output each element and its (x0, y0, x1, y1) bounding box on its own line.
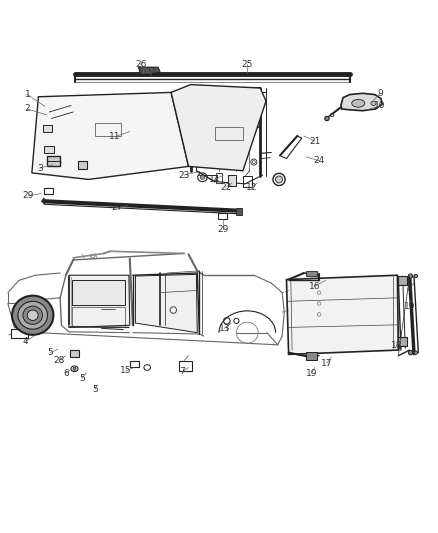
Text: 26: 26 (135, 60, 146, 69)
Bar (306, 271, 317, 276)
Ellipse shape (414, 351, 417, 354)
Ellipse shape (73, 367, 76, 370)
Text: 8: 8 (407, 284, 413, 293)
Polygon shape (42, 198, 45, 204)
Ellipse shape (408, 274, 413, 278)
Text: 24: 24 (314, 156, 325, 165)
Text: 19: 19 (306, 369, 317, 377)
Bar (215, 127, 243, 140)
Text: 21: 21 (309, 136, 321, 146)
Polygon shape (138, 67, 160, 75)
Text: 2: 2 (25, 104, 30, 114)
Ellipse shape (371, 101, 376, 106)
Bar (44, 188, 53, 194)
Text: 5: 5 (79, 374, 85, 383)
Text: 17: 17 (321, 359, 333, 368)
Bar (398, 276, 407, 285)
Bar (72, 279, 125, 305)
Bar (43, 125, 52, 133)
Text: 12: 12 (246, 183, 258, 192)
Bar (179, 360, 192, 371)
Bar (72, 308, 125, 327)
Ellipse shape (414, 274, 417, 278)
Text: 22: 22 (220, 183, 231, 192)
Polygon shape (286, 275, 398, 354)
Text: 11: 11 (109, 132, 120, 141)
Ellipse shape (27, 310, 38, 320)
Polygon shape (32, 92, 188, 180)
Bar (243, 176, 252, 187)
Ellipse shape (18, 301, 47, 329)
Ellipse shape (352, 99, 365, 107)
Text: 5: 5 (92, 385, 98, 394)
Bar (228, 175, 237, 186)
Ellipse shape (276, 176, 283, 183)
Bar (130, 360, 139, 367)
Text: 9: 9 (377, 89, 383, 98)
Text: 25: 25 (242, 60, 253, 69)
Ellipse shape (408, 351, 413, 355)
Ellipse shape (12, 296, 53, 335)
Bar (398, 337, 407, 346)
Bar (44, 146, 53, 154)
Ellipse shape (325, 116, 329, 120)
Bar (11, 329, 28, 338)
Bar (237, 208, 242, 215)
Bar (70, 350, 79, 357)
Text: 5: 5 (47, 348, 53, 357)
Text: 10: 10 (374, 101, 386, 110)
Text: 23: 23 (179, 171, 190, 180)
Text: 29: 29 (23, 191, 34, 200)
Text: 18: 18 (391, 341, 403, 350)
Bar (78, 161, 87, 168)
Text: 14: 14 (209, 175, 220, 184)
Bar (218, 213, 227, 220)
Text: 28: 28 (53, 356, 64, 365)
Text: 19: 19 (404, 302, 415, 311)
Polygon shape (171, 85, 266, 171)
Bar (47, 156, 60, 166)
Polygon shape (69, 275, 130, 327)
Ellipse shape (23, 306, 42, 325)
Text: 1: 1 (25, 90, 30, 99)
Text: 13: 13 (219, 324, 230, 333)
Polygon shape (341, 93, 382, 111)
Bar (95, 123, 121, 136)
Text: 3: 3 (37, 164, 42, 173)
Text: 15: 15 (120, 367, 131, 375)
Text: 29: 29 (218, 224, 229, 233)
Text: 27: 27 (111, 203, 122, 212)
Polygon shape (135, 274, 197, 333)
Text: 16: 16 (309, 281, 321, 290)
Ellipse shape (200, 175, 205, 180)
Bar (306, 352, 317, 360)
Bar (215, 173, 223, 183)
Text: 7: 7 (179, 367, 185, 376)
Text: 4: 4 (22, 337, 28, 346)
Text: 6: 6 (63, 369, 69, 377)
